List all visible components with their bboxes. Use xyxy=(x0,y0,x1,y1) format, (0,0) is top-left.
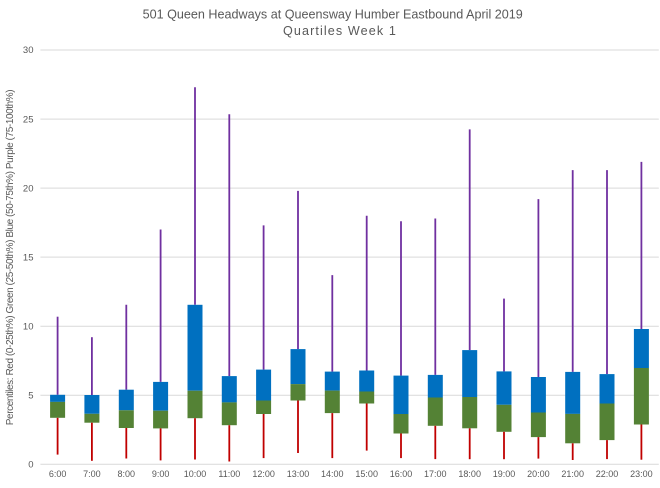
svg-text:7:00: 7:00 xyxy=(83,469,101,479)
svg-text:5: 5 xyxy=(28,390,33,401)
svg-text:11:00: 11:00 xyxy=(218,469,240,479)
svg-text:25: 25 xyxy=(23,114,34,125)
svg-text:20:00: 20:00 xyxy=(527,469,550,479)
svg-text:10:00: 10:00 xyxy=(184,469,207,479)
svg-text:10: 10 xyxy=(23,321,34,332)
svg-text:22:00: 22:00 xyxy=(596,469,619,479)
svg-text:20: 20 xyxy=(23,183,34,194)
svg-text:17:00: 17:00 xyxy=(424,469,447,479)
svg-text:12:00: 12:00 xyxy=(252,469,275,479)
svg-text:16:00: 16:00 xyxy=(390,469,413,479)
svg-text:19:00: 19:00 xyxy=(493,469,516,479)
svg-text:9:00: 9:00 xyxy=(152,469,170,479)
svg-text:30: 30 xyxy=(23,45,34,56)
svg-text:23:00: 23:00 xyxy=(630,469,653,479)
svg-text:8:00: 8:00 xyxy=(118,469,136,479)
svg-text:6:00: 6:00 xyxy=(49,469,67,479)
svg-text:15: 15 xyxy=(23,252,34,263)
svg-text:0: 0 xyxy=(28,460,33,471)
svg-text:Quartiles Week 1: Quartiles Week 1 xyxy=(283,24,397,38)
svg-text:501 Queen Headways at Queenswa: 501 Queen Headways at Queensway Humber E… xyxy=(143,7,523,21)
svg-text:21:00: 21:00 xyxy=(561,469,584,479)
svg-text:18:00: 18:00 xyxy=(458,469,481,479)
svg-text:14:00: 14:00 xyxy=(321,469,344,479)
svg-text:Percentiles: Red (0-25th%) G: Percentiles: Red (0-25th%) Green (25-50t… xyxy=(5,90,16,426)
svg-text:13:00: 13:00 xyxy=(287,469,310,479)
svg-text:15:00: 15:00 xyxy=(355,469,378,479)
